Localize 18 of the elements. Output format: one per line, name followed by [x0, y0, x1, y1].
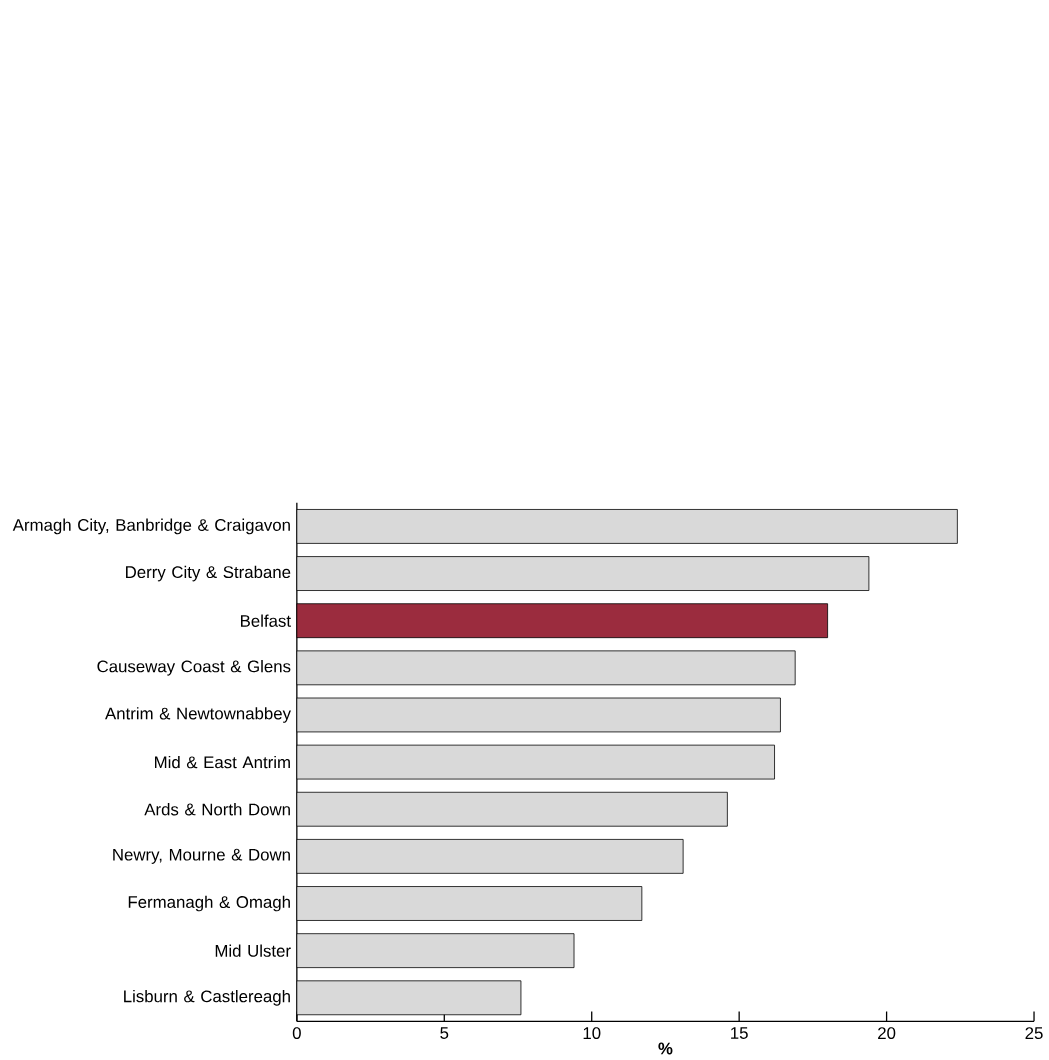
- y-tick-label: Newry, Mourne & Down: [113, 848, 290, 864]
- y-tick-label: Belfast: [241, 614, 291, 627]
- x-tick-label: 25: [1025, 1027, 1043, 1040]
- y-tick-label: Causeway Coast & Glens: [97, 660, 291, 676]
- y-tick-label: Armagh City, Banbridge & Craigavon: [12, 518, 290, 535]
- y-tick-label: Fermanagh & Omagh: [128, 895, 290, 912]
- x-tick-label: 5: [440, 1027, 449, 1039]
- y-tick-label: Lisburn & Castlereagh: [124, 989, 290, 1006]
- x-tick-label: 15: [731, 1027, 748, 1039]
- x-tick-label: 10: [583, 1027, 601, 1040]
- y-tick-label: Derry City & Strabane: [126, 565, 291, 582]
- x-axis-title: %: [658, 1042, 673, 1055]
- y-tick-label: Ards & North Down: [144, 803, 290, 816]
- y-tick-label: Mid & East Antrim: [155, 755, 290, 769]
- y-tick-label: Antrim & Newtownabbey: [105, 707, 291, 723]
- y-tick-label: Mid Ulster: [215, 944, 291, 957]
- x-tick-label: 0: [292, 1027, 301, 1040]
- x-tick-label: 20: [878, 1027, 896, 1040]
